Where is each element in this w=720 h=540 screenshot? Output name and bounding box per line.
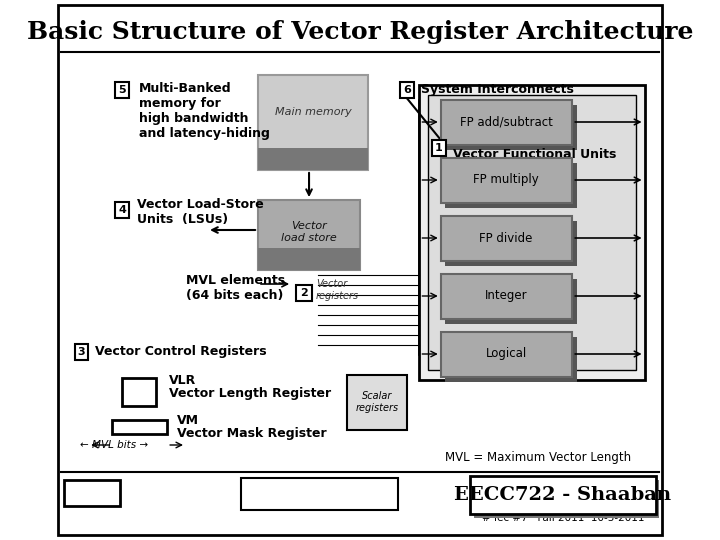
Text: Vector
load store: Vector load store (282, 221, 337, 243)
FancyBboxPatch shape (115, 202, 129, 218)
Text: System Interconnects: System Interconnects (421, 84, 574, 97)
FancyBboxPatch shape (258, 248, 360, 270)
Text: Integer: Integer (485, 289, 527, 302)
Text: Vector Load-Store: Vector Load-Store (138, 199, 264, 212)
Text: # lec #7   Fall 2011  10-3-2011: # lec #7 Fall 2011 10-3-2011 (482, 513, 644, 523)
FancyBboxPatch shape (258, 75, 369, 170)
Text: Typical MVL = 64 (Cray)
MVL range 64-4096 (4K): Typical MVL = 64 (Cray) MVL range 64-409… (247, 480, 391, 508)
Text: Pipelined: Pipelined (454, 133, 518, 146)
Text: Vector Control Registers: Vector Control Registers (95, 346, 266, 359)
Text: FP divide: FP divide (480, 232, 533, 245)
Text: Units  (LSUs): Units (LSUs) (138, 213, 229, 226)
Text: Vector Mask Register: Vector Mask Register (177, 428, 327, 441)
FancyBboxPatch shape (258, 200, 360, 270)
FancyBboxPatch shape (265, 82, 375, 177)
Text: Logical: Logical (485, 348, 527, 361)
Text: MVL elements: MVL elements (186, 273, 285, 287)
Text: EECC722 - Shaaban: EECC722 - Shaaban (454, 486, 672, 504)
Text: MVL = Maximum Vector Length: MVL = Maximum Vector Length (445, 451, 631, 464)
Text: Basic Structure of Vector Register Architecture: Basic Structure of Vector Register Archi… (27, 20, 693, 44)
FancyBboxPatch shape (441, 332, 572, 377)
Text: 1: 1 (435, 143, 443, 153)
FancyBboxPatch shape (241, 478, 398, 510)
FancyBboxPatch shape (445, 279, 577, 324)
Text: VLR: VLR (169, 374, 196, 387)
FancyBboxPatch shape (58, 5, 662, 535)
Text: Main memory: Main memory (275, 107, 351, 117)
Text: Vector
registers: Vector registers (316, 279, 359, 301)
FancyBboxPatch shape (432, 140, 446, 156)
Text: Multi-Banked
memory for
high bandwidth
and latency-hiding: Multi-Banked memory for high bandwidth a… (139, 82, 270, 140)
FancyBboxPatch shape (441, 100, 572, 145)
Text: 2: 2 (300, 288, 308, 298)
FancyBboxPatch shape (445, 337, 577, 382)
Text: 3: 3 (78, 347, 85, 357)
FancyBboxPatch shape (75, 344, 89, 360)
FancyBboxPatch shape (441, 216, 572, 261)
FancyBboxPatch shape (445, 105, 577, 150)
FancyBboxPatch shape (115, 82, 129, 98)
FancyBboxPatch shape (420, 85, 644, 380)
FancyBboxPatch shape (445, 221, 577, 266)
FancyBboxPatch shape (445, 163, 577, 208)
Text: VM: VM (177, 414, 199, 427)
FancyBboxPatch shape (258, 148, 369, 170)
FancyBboxPatch shape (441, 274, 572, 319)
FancyBboxPatch shape (474, 480, 659, 518)
Text: 6: 6 (402, 85, 410, 95)
FancyBboxPatch shape (122, 378, 156, 406)
FancyBboxPatch shape (400, 82, 413, 98)
FancyBboxPatch shape (441, 158, 572, 203)
Text: Vector Functional Units: Vector Functional Units (454, 148, 617, 161)
Text: VEC-1: VEC-1 (66, 485, 117, 501)
Text: Scalar
registers: Scalar registers (356, 391, 399, 413)
Text: ← MVL bits →: ← MVL bits → (80, 440, 148, 450)
FancyBboxPatch shape (112, 420, 167, 434)
Text: FP multiply: FP multiply (473, 173, 539, 186)
Text: 4: 4 (118, 205, 126, 215)
Text: 5: 5 (118, 85, 126, 95)
FancyBboxPatch shape (428, 95, 636, 370)
FancyBboxPatch shape (265, 208, 366, 278)
FancyBboxPatch shape (65, 480, 120, 506)
Text: FP add/subtract: FP add/subtract (459, 116, 552, 129)
FancyBboxPatch shape (470, 476, 655, 514)
Text: (64 bits each): (64 bits each) (186, 288, 283, 301)
Text: Vector Length Register: Vector Length Register (169, 388, 331, 401)
FancyBboxPatch shape (297, 285, 312, 301)
FancyBboxPatch shape (347, 375, 407, 430)
